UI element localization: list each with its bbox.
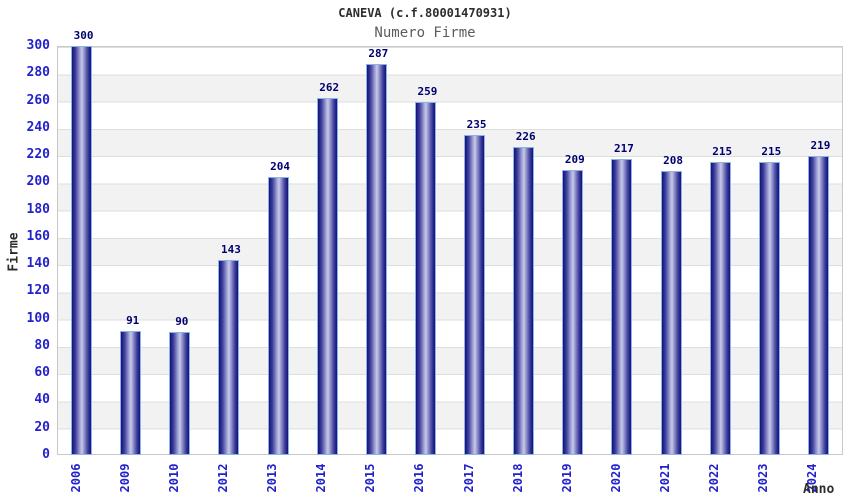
bar-value-label: 226 xyxy=(515,129,536,143)
bar-value-label: 287 xyxy=(368,46,389,60)
bar-value-label: 215 xyxy=(761,144,782,158)
bar xyxy=(316,97,338,455)
bar-value-label: 90 xyxy=(175,315,189,329)
x-tick-label: 2023 xyxy=(756,463,771,493)
y-tick-label: 120 xyxy=(26,283,50,299)
bar xyxy=(365,63,387,455)
bar-value-label: 217 xyxy=(614,142,634,156)
x-tick-label: 2012 xyxy=(215,463,230,493)
bar-value-label: 235 xyxy=(466,117,487,131)
bar xyxy=(758,161,780,455)
bar-value-label: 143 xyxy=(221,243,241,257)
bar xyxy=(169,332,191,455)
y-tick-label: 60 xyxy=(34,365,50,381)
x-tick-label: 2019 xyxy=(559,463,574,493)
bar-value-label: 215 xyxy=(712,144,733,158)
bar-value-label: 300 xyxy=(73,29,94,42)
y-tick-label: 80 xyxy=(34,337,50,353)
bar xyxy=(660,171,682,455)
bar xyxy=(267,176,289,455)
x-tick-label: 2020 xyxy=(608,463,623,493)
bar-value-label: 204 xyxy=(270,159,290,173)
bar-value-label: 91 xyxy=(126,313,140,327)
x-tick-label: 2014 xyxy=(314,463,329,493)
bar xyxy=(562,170,584,455)
y-tick-label: 40 xyxy=(34,392,50,408)
x-tick-label: 2010 xyxy=(166,463,181,493)
x-tick-label: 2006 xyxy=(68,463,83,493)
bar xyxy=(120,330,142,455)
y-axis-title: Firme xyxy=(6,232,22,272)
y-tick-label: 280 xyxy=(26,65,50,81)
bar-value-label: 209 xyxy=(564,153,585,167)
x-tick-label: 2015 xyxy=(363,463,378,493)
y-tick-label: 200 xyxy=(26,174,50,190)
bar xyxy=(218,260,240,455)
bar xyxy=(513,146,535,455)
y-tick-label: 180 xyxy=(26,201,50,217)
bar xyxy=(807,156,829,455)
x-tick-label: 2013 xyxy=(265,463,280,493)
bar-value-label: 262 xyxy=(319,80,340,94)
chart-subtitle: Numero Firme xyxy=(374,25,476,41)
bar-value-label: 259 xyxy=(417,84,438,98)
y-tick-label: 220 xyxy=(26,147,50,163)
x-tick-label: 2022 xyxy=(707,463,722,493)
y-tick-label: 140 xyxy=(26,256,50,272)
x-tick-label: 2018 xyxy=(510,463,525,493)
y-tick-label: 20 xyxy=(34,419,50,435)
y-tick-label: 240 xyxy=(26,119,50,135)
y-tick-label: 0 xyxy=(42,447,50,462)
bar-value-label: 208 xyxy=(663,154,683,168)
bar xyxy=(464,134,486,455)
x-axis-title: Anno xyxy=(803,482,835,497)
x-tick-label: 2009 xyxy=(117,463,132,493)
bar xyxy=(414,101,436,455)
bar xyxy=(709,161,731,455)
bar xyxy=(71,46,93,455)
y-tick-label: 260 xyxy=(26,92,50,108)
y-tick-label: 100 xyxy=(26,310,50,326)
x-tick-label: 2016 xyxy=(412,463,427,493)
bar xyxy=(611,159,633,455)
y-tick-label: 160 xyxy=(26,228,50,244)
x-tick-label: 2017 xyxy=(461,463,476,493)
chart-title: CANEVA (c.f.80001470931) xyxy=(338,6,512,20)
x-tick-label: 2021 xyxy=(658,463,673,493)
bar-value-label: 219 xyxy=(810,139,831,153)
y-tick-label: 300 xyxy=(26,38,50,53)
